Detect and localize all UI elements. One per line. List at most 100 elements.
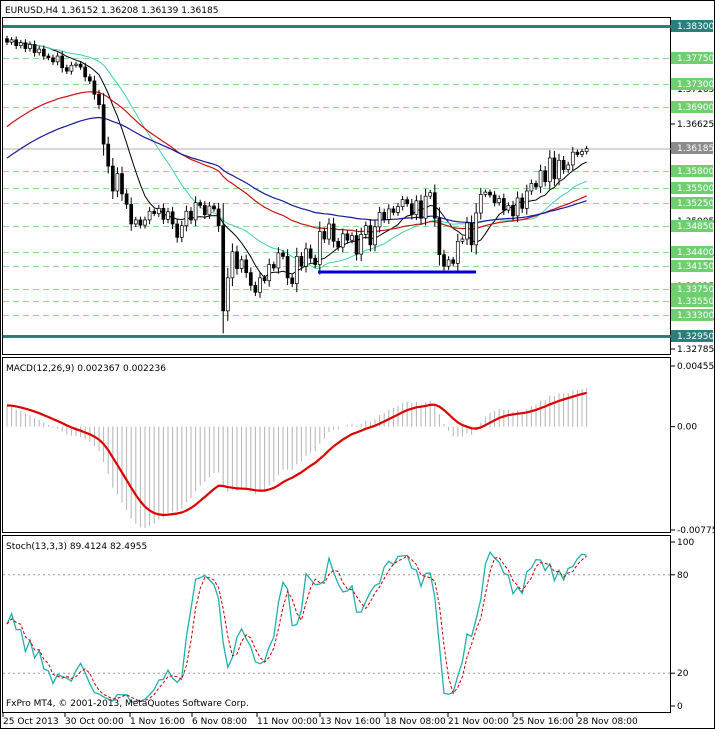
time-axis-label: 21 Nov 00:00 [448, 717, 509, 727]
candle-body [101, 104, 106, 145]
candle-body [580, 151, 584, 155]
candle-body [129, 203, 134, 225]
price-highlight-label: 1.37300 [677, 80, 714, 90]
candle-body [442, 254, 446, 267]
stoch-axis-label: 80 [677, 571, 689, 581]
horizontal-levels [3, 25, 671, 338]
candle-body [41, 48, 46, 57]
candle-body [478, 194, 483, 214]
ma-long-line [6, 116, 587, 224]
candle-body [313, 257, 318, 265]
price-label-box [671, 309, 713, 321]
candle-body [166, 211, 170, 220]
candle-body [437, 217, 442, 256]
candle-body [120, 173, 124, 195]
price-pane[interactable] [2, 17, 671, 355]
stoch-pane[interactable] [2, 535, 671, 713]
candle-body [432, 192, 437, 219]
candle-body [368, 225, 373, 246]
candle-body [331, 223, 336, 242]
price-highlight-label: 1.36185 [677, 144, 714, 154]
price-label-box [671, 52, 713, 64]
candle-body [253, 285, 258, 293]
price-label-box [671, 220, 713, 232]
candle-body [23, 42, 28, 49]
price-label-box [671, 260, 713, 272]
price-label-box [671, 295, 713, 307]
candle-body [51, 57, 55, 63]
candles [5, 35, 589, 334]
candle-body [37, 48, 42, 53]
price-highlight-label: 1.37750 [677, 54, 714, 64]
price-label-box [671, 197, 713, 209]
candle-body [258, 277, 262, 293]
price-highlight-label: 1.33750 [677, 285, 714, 295]
macd-pane[interactable] [2, 357, 671, 533]
candle-body [262, 277, 267, 282]
stoch-signal-line [6, 555, 587, 703]
candle-body [115, 173, 120, 192]
price-label-box [671, 20, 713, 32]
stoch-label: Stoch(13,3,3) 89.4124 82.4955 [6, 542, 147, 552]
candle-body [212, 205, 216, 210]
candle-body [106, 143, 111, 167]
candle-body [515, 197, 520, 217]
candle-body [409, 203, 414, 216]
candle-body [110, 165, 115, 192]
macd-label: MACD(12,26,9) 0.002367 0.002236 [6, 364, 166, 374]
macd-signal-line [6, 391, 587, 517]
macd-axis-label: -0.007759 [677, 526, 715, 536]
candle-body [97, 93, 101, 106]
candle-body [386, 208, 391, 220]
candle-body [501, 198, 506, 211]
price-highlight-label: 1.32950 [677, 332, 714, 342]
candle-body [285, 256, 290, 279]
macd-axis-label: 0.004555 [677, 362, 715, 372]
time-axis: 25 Oct 2013 30 Oct 00:00 1 Nov 16:00 6 Nov … [2, 713, 638, 727]
price-label-box [671, 182, 713, 194]
candle-body [506, 205, 511, 211]
candle-body [382, 212, 387, 220]
candle-body [78, 63, 83, 68]
candle-body [322, 231, 327, 240]
time-axis-label: 25 Nov 16:00 [513, 717, 574, 727]
price-label-box [671, 330, 713, 342]
candle-body [189, 210, 193, 221]
stoch-axis-label: 20 [677, 669, 689, 679]
candle-body [492, 194, 497, 203]
price-label-box [671, 101, 713, 113]
candle-body [147, 210, 152, 221]
candle-body [570, 151, 575, 166]
candle-body [363, 225, 368, 235]
candle-body [299, 256, 304, 267]
candle-body [179, 225, 184, 238]
stoch-main-line [6, 550, 587, 703]
candle-body [133, 219, 138, 225]
candle-body [359, 234, 364, 255]
candle-body [152, 210, 157, 214]
time-axis-label: 13 Nov 16:00 [320, 717, 381, 727]
candle-body [405, 199, 410, 205]
time-axis-label: 25 Oct 2013 [3, 717, 59, 727]
candle-body [170, 211, 175, 225]
candle-body [92, 80, 97, 95]
candle-body [138, 219, 143, 226]
candle-body [414, 200, 419, 216]
candle-body [32, 44, 37, 53]
candle-body [446, 259, 451, 267]
price-label-box [671, 246, 713, 258]
time-axis-label: 11 Nov 00:00 [257, 717, 318, 727]
candle-body [584, 148, 589, 152]
candle-body [14, 39, 19, 46]
candle-body [55, 55, 60, 63]
candle-body [373, 226, 377, 246]
copyright-text: FxPro MT4, © 2001-2013, MetaQuotes Softw… [6, 699, 249, 709]
candle-body [69, 64, 74, 72]
candle-body [465, 222, 469, 240]
candle-body [547, 157, 552, 183]
price-label-box [671, 142, 713, 154]
candle-body [474, 212, 479, 246]
price-highlight-label: 1.35800 [677, 167, 714, 177]
candle-body [336, 241, 341, 248]
